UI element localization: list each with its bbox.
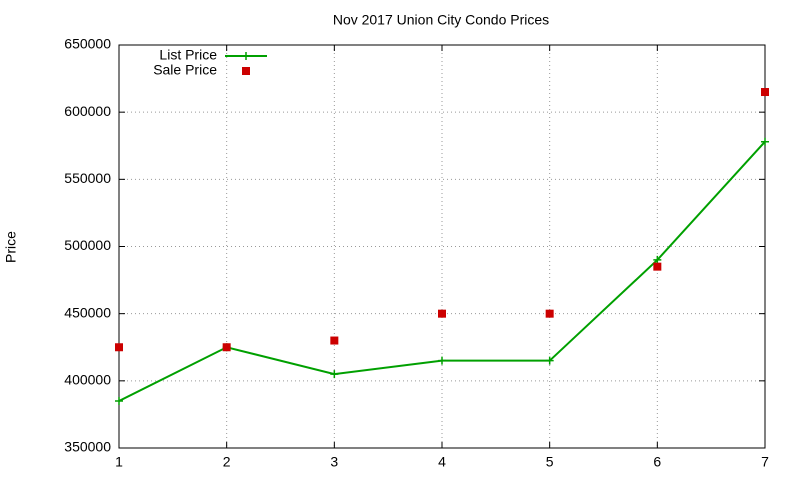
x-tick-label: 6 [653,454,661,470]
point [330,370,339,379]
x-tick-label: 3 [330,454,338,470]
point [330,336,339,345]
point [222,343,231,352]
point [761,88,769,97]
point [545,356,554,365]
point [115,396,123,405]
y-tick-label: 500000 [64,237,111,253]
point [653,262,662,271]
y-tick-label: 350000 [64,439,111,455]
legend-label: Sale Price [153,62,217,78]
legend-marker [242,67,250,75]
y-tick-label: 550000 [64,170,111,186]
y-axis-label: Price [3,231,19,263]
y-tick-label: 650000 [64,36,111,52]
point [438,356,446,365]
y-tick-label: 450000 [64,304,111,320]
point [115,343,123,352]
legend-marker [242,52,250,60]
x-tick-label: 1 [115,454,123,470]
chart-title: Nov 2017 Union City Condo Prices [333,12,549,28]
point [761,137,769,146]
x-tick-label: 4 [438,454,446,470]
plot-border [118,44,766,449]
y-tick-label: 400000 [64,372,111,388]
point [653,255,662,264]
point [545,309,554,318]
x-tick-label: 5 [546,454,554,470]
x-tick-label: 2 [223,454,231,470]
legend-label: List Price [159,47,217,63]
point [438,309,446,318]
y-tick-label: 600000 [64,103,111,119]
x-tick-label: 7 [761,454,769,470]
